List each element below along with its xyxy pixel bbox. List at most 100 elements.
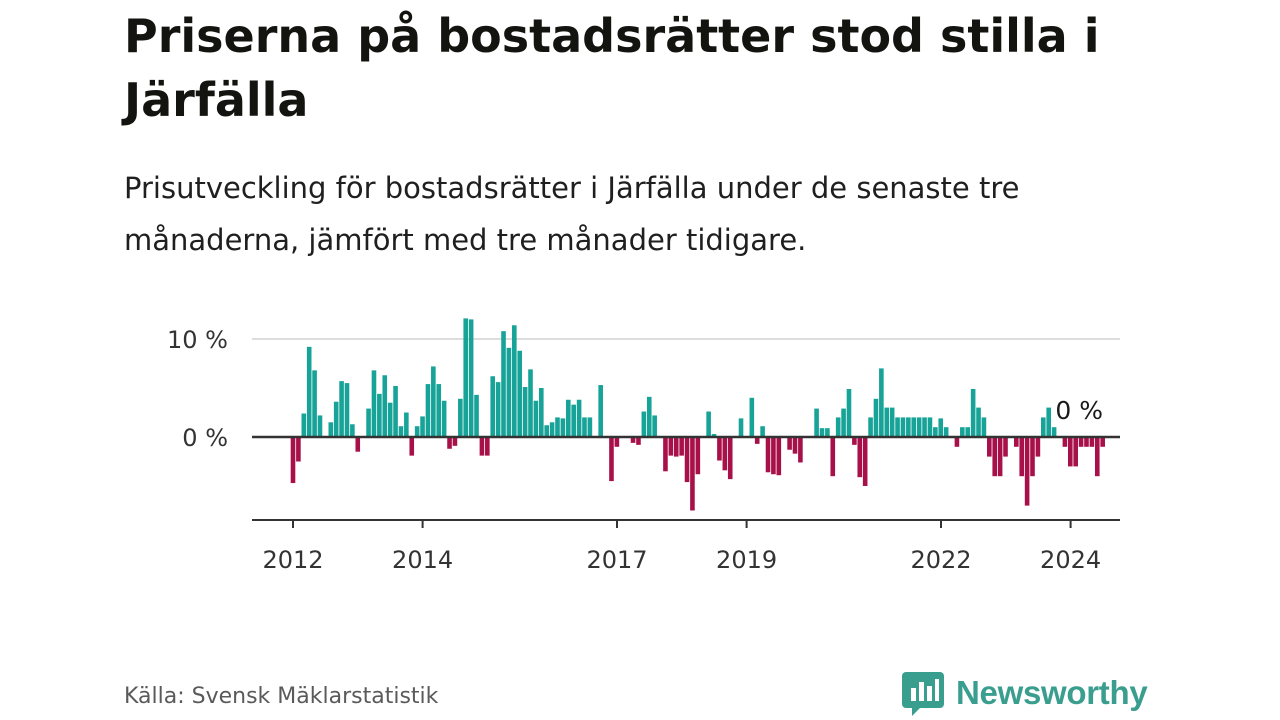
bar [479,437,485,456]
bar [333,401,339,437]
bar [1062,437,1068,447]
bar [1046,407,1051,437]
bar [852,437,857,445]
bar [646,396,652,437]
bar [447,437,452,449]
bar [711,434,717,437]
bar [425,384,431,437]
bar [1067,437,1073,467]
bar [868,417,873,437]
bar [528,369,533,437]
bar [911,417,917,437]
bar [431,366,436,437]
bar [452,437,458,446]
bar [544,425,549,437]
bar [312,370,317,437]
bar [695,437,701,475]
bar [1041,417,1046,437]
bar [933,427,938,437]
bar [954,437,960,447]
bar [943,427,949,437]
bar [717,437,722,461]
bar [377,393,382,437]
bar [927,417,933,437]
bar [976,407,981,437]
bar [560,418,566,437]
bar [846,388,852,437]
bar [706,411,711,437]
bar-chart: 0 % 10 % 2012 2014 2017 2019 2022 2024 0 % [167,318,1120,574]
bar [366,408,371,437]
brand-logo: Newsworthy [902,670,1148,716]
bar [598,385,603,437]
bar [371,370,377,437]
bar [576,399,582,437]
bar [490,376,496,437]
bar [830,437,836,477]
bar [409,437,415,456]
y-tick-label: 10 % [167,326,228,354]
bar [636,437,641,445]
bar [722,437,728,471]
bar [387,402,393,437]
bar [474,394,479,437]
bar [754,437,760,444]
bar [819,428,825,437]
bar [582,417,587,437]
bar [420,416,425,437]
bar [873,398,879,437]
bar [533,400,539,437]
bar [787,437,792,450]
bar [965,427,971,437]
bar [906,417,911,437]
chart-subtitle: Prisutveckling för bostadsrätter i Järfä… [124,171,1020,257]
bar [1019,437,1025,477]
bar [441,400,447,437]
bar [355,437,361,452]
bar [539,388,544,437]
bar [414,426,420,437]
bar [495,382,501,437]
bar [549,422,555,437]
bar [1051,427,1057,437]
bar [1100,437,1105,447]
y-tick-label: 0 % [182,424,228,452]
bar [339,381,344,437]
bar [668,437,674,456]
bar [814,408,819,437]
bar [738,418,744,437]
bar [458,398,463,437]
bar [512,325,517,437]
bar [895,417,900,437]
x-tick-label: 2024 [1040,546,1101,574]
bar [301,413,307,437]
bar [825,428,830,437]
bar [571,404,576,437]
x-tick-label: 2012 [262,546,323,574]
bar [306,346,312,437]
bar [609,437,614,482]
bar [835,417,841,437]
bar [916,417,922,437]
bar [1084,437,1089,447]
bar [652,415,657,437]
x-tick-label: 2022 [910,546,971,574]
bar [517,350,523,437]
bar [771,437,776,475]
x-tick-label: 2019 [716,546,777,574]
bar [862,437,868,486]
bar [1089,437,1095,447]
bar [760,426,765,437]
bar [485,437,490,456]
bar [1094,437,1100,477]
bar [684,437,690,483]
bar [798,437,803,463]
brand-name: Newsworthy [956,674,1148,711]
bar [727,437,733,480]
bar [641,411,647,437]
bar [1073,437,1078,467]
newsworthy-logo-icon [902,672,944,716]
chart-title: Priserna på bostadsrätter stod stilla i … [124,9,1100,127]
bar [296,437,301,462]
bar [463,318,469,437]
